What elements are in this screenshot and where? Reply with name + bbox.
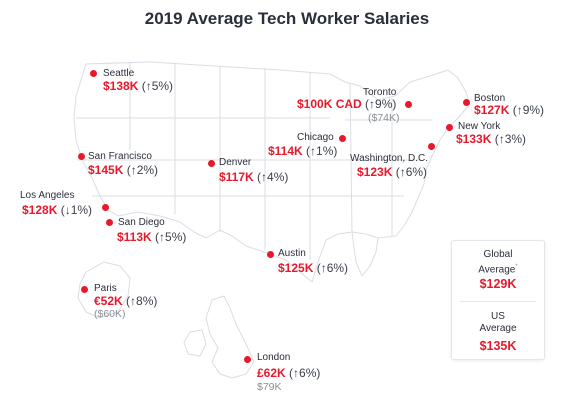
salary-change: (↑6%) — [395, 165, 428, 179]
city-name: San Diego — [118, 217, 165, 228]
salary-converted: ($60K) — [94, 308, 126, 320]
city-name: Toronto — [363, 87, 397, 98]
salary-change: (↑9%) — [365, 97, 397, 111]
city-salary-line: $125K (↑6%) — [278, 262, 348, 274]
footnote-marker: * — [515, 264, 518, 270]
marker-dot — [446, 124, 453, 131]
us-label-line2: Average — [479, 323, 517, 334]
city-name: New York — [458, 121, 501, 132]
us-average-value: $135K — [479, 339, 517, 353]
city-salary-line: $123K (↑6%) — [357, 166, 427, 178]
salary-converted: ($74K) — [368, 112, 400, 124]
marker-dot — [81, 286, 88, 293]
city-salary-line: $114K (↑1%) — [268, 145, 337, 157]
salary-value: $113K — [117, 230, 152, 244]
city-salary-line: $133K (↑3%) — [456, 133, 526, 145]
salary-converted: $79K — [257, 381, 282, 393]
average-summary-card: Global Average* $129K US Average $135K — [451, 240, 545, 360]
salary-value: $114K — [268, 144, 303, 158]
city-name: Los Angeles — [20, 190, 75, 201]
city-name: London — [257, 352, 291, 363]
salary-change: (↓1%) — [60, 203, 93, 217]
marker-dot — [267, 251, 274, 258]
map-title: 2019 Average Tech Worker Salaries — [144, 9, 430, 28]
salary-value: $100K CAD — [297, 97, 362, 111]
us-average-label: US Average — [452, 311, 544, 335]
france-outline — [77, 261, 131, 319]
uk-outline — [205, 295, 255, 379]
city-salary-line: $117K (↑4%) — [219, 171, 288, 183]
city-name: Washington, D.C. — [350, 153, 428, 164]
city-name: Boston — [474, 93, 506, 104]
marker-dot — [78, 153, 85, 160]
ireland-outline — [183, 329, 207, 357]
salary-value: $133K — [456, 132, 492, 146]
salary-change: (↑6%) — [289, 366, 321, 380]
salary-value: $117K — [219, 170, 254, 184]
salary-value: $123K — [357, 165, 393, 179]
salary-change: (↑4%) — [257, 170, 289, 184]
salary-change: (↑3%) — [494, 132, 527, 146]
city-name: Austin — [278, 248, 306, 259]
marker-dot — [463, 99, 470, 106]
marker-dot — [428, 143, 435, 150]
salary-value: $125K — [278, 261, 314, 275]
marker-dot — [106, 219, 113, 226]
city-name: Chicago — [297, 132, 334, 143]
city-name: Denver — [219, 157, 252, 168]
city-salary-line: $138K (↑5%) — [103, 80, 173, 92]
marker-dot — [90, 70, 97, 77]
city-name: Seattle — [103, 68, 135, 79]
global-label-line1: Global — [483, 249, 513, 260]
salary-change: (↑1%) — [306, 144, 338, 158]
city-name: Paris — [94, 283, 117, 294]
city-salary-line: $100K CAD (↑9%) — [297, 98, 396, 110]
salary-change: (↑9%) — [512, 103, 545, 117]
global-average-value: $129K — [479, 277, 517, 291]
global-label-line2: Average* — [452, 261, 544, 276]
marker-dot — [405, 101, 412, 108]
marker-dot — [339, 135, 346, 142]
salary-change: (↑6%) — [316, 261, 349, 275]
city-salary-line: £62K (↑6%) — [257, 367, 320, 379]
marker-dot — [208, 160, 215, 167]
global-label-word: Average — [478, 264, 516, 276]
city-name: San Francisco — [88, 151, 152, 162]
city-salary-line: €52K (↑8%) — [94, 295, 157, 307]
city-salary-line: $127K (↑9%) — [474, 104, 544, 116]
us-label-line1: US — [491, 311, 505, 322]
summary-divider — [460, 301, 536, 302]
salary-value: £62K — [257, 366, 286, 380]
salary-change: (↑5%) — [155, 230, 187, 244]
global-average-label: Global Average* — [452, 249, 544, 276]
salary-value: $128K — [22, 203, 58, 217]
marker-dot — [102, 204, 109, 211]
city-salary-line: $145K (↑2%) — [88, 164, 158, 176]
salary-change: (↑5%) — [141, 79, 174, 93]
city-salary-line: $113K (↑5%) — [117, 231, 186, 243]
salary-value: $145K — [88, 163, 124, 177]
city-salary-line: $128K (↓1%) — [22, 204, 92, 216]
salary-change: (↑2%) — [126, 163, 159, 177]
salary-value: $127K — [474, 103, 510, 117]
salary-change: (↑8%) — [126, 294, 158, 308]
salary-value: €52K — [94, 294, 123, 308]
florida-outline — [351, 231, 379, 277]
salary-value: $138K — [103, 79, 139, 93]
marker-dot — [244, 356, 251, 363]
